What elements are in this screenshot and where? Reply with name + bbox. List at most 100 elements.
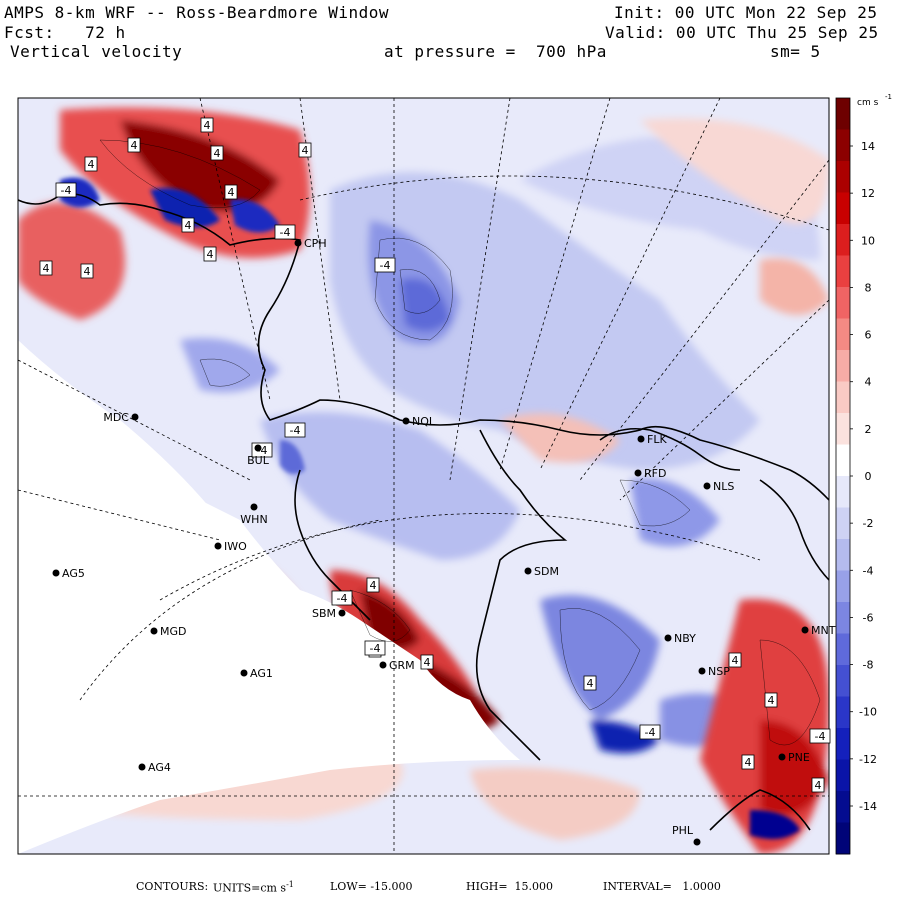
station-marker-icon <box>294 239 302 247</box>
contour-label: -4 <box>809 728 831 744</box>
station-ag1: AG1 <box>240 667 273 680</box>
station-label: AG5 <box>62 567 85 580</box>
station-label: FLK <box>647 433 667 446</box>
colorbar-tick-label: -12 <box>859 753 877 766</box>
contour-label: 4 <box>298 142 312 158</box>
contour-label-text: 4 <box>207 248 214 261</box>
colorbar-swatch <box>836 255 850 288</box>
colorbar-swatch <box>836 192 850 225</box>
colorbar-tick-label: 4 <box>865 376 872 389</box>
contour-label-text: 4 <box>732 654 739 667</box>
contour-label: 4 <box>764 692 778 708</box>
colorbar-units: cm s <box>857 98 879 108</box>
station-marker-icon <box>698 667 706 675</box>
contour-label: -4 <box>331 590 353 606</box>
station-nql: NQL <box>402 415 436 428</box>
station-cph: CPH <box>294 237 327 250</box>
station-grm: GRM <box>379 659 415 672</box>
station-label: PNE <box>788 751 810 764</box>
contour-label-text: -4 <box>61 184 72 197</box>
colorbar-swatch <box>836 633 850 666</box>
station-iwo: IWO <box>214 540 247 553</box>
station-marker-icon <box>254 444 262 452</box>
contour-label: -4 <box>55 182 77 198</box>
colorbar-swatch <box>836 539 850 571</box>
colorbar-swatch <box>836 602 850 634</box>
contour-label: -4 <box>374 257 396 273</box>
colorbar-tick-label: 2 <box>865 423 872 436</box>
station-marker-icon <box>637 435 645 443</box>
contour-label-text: -4 <box>370 642 381 655</box>
contour-label-text: 4 <box>43 262 50 275</box>
contour-label: 4 <box>224 184 238 200</box>
station-marker-icon <box>379 661 387 669</box>
contour-label-text: 4 <box>228 186 235 199</box>
footer-high: HIGH= 15.000 <box>466 880 554 893</box>
station-whn: WHN <box>240 503 268 526</box>
contour-label-text: -4 <box>280 226 291 239</box>
field-name: Vertical velocity <box>10 42 183 61</box>
station-ag5: AG5 <box>52 567 85 580</box>
contour-label: 4 <box>741 754 755 770</box>
colorbar-tick-label: -8 <box>863 659 874 672</box>
colorbar-units-exp: -1 <box>885 93 892 101</box>
colorbar-swatch <box>836 665 850 697</box>
station-label: PHL <box>672 824 694 837</box>
contour-label: -4 <box>274 224 296 240</box>
colorbar-swatch <box>836 759 850 792</box>
colorbar-swatch <box>836 476 850 508</box>
smoothing-value: sm= 5 <box>770 42 821 61</box>
station-label: CPH <box>304 237 327 250</box>
station-marker-icon <box>693 838 701 846</box>
station-label: NBY <box>674 632 696 645</box>
contour-label: -4 <box>284 422 306 438</box>
colorbar-tick-label: -4 <box>863 564 874 577</box>
station-pne: PNE <box>778 751 810 764</box>
contour-label-text: -4 <box>815 730 826 743</box>
footer-units: UNITS=cm s-1 <box>213 880 294 895</box>
colorbar-swatch <box>836 350 850 382</box>
footer-units-exp: -1 <box>286 880 294 889</box>
contour-label-text: 4 <box>204 119 211 132</box>
colorbar: cm s -1 14 12 10 8 6 4 2 0 -2 -4 -6 -8 -10 -12 -14 <box>835 93 892 855</box>
colorbar-tick-label: 8 <box>865 281 872 294</box>
contour-label: 4 <box>366 577 380 593</box>
colorbar-tick-label: 6 <box>865 329 872 342</box>
station-marker-icon <box>801 626 809 634</box>
contour-label-layer: 444444444444444444-4-4-4-4-4-4-4-4-4 <box>39 117 831 793</box>
contour-label-text: -4 <box>645 726 656 739</box>
station-marker-icon <box>338 609 346 617</box>
contour-label: 4 <box>84 156 98 172</box>
colorbar-swatch <box>836 444 850 477</box>
station-nsp: NSP <box>698 665 730 678</box>
coastline <box>18 192 829 831</box>
station-marker-icon <box>214 542 222 550</box>
contour-label-text: 4 <box>302 144 309 157</box>
colorbar-swatch <box>836 570 850 603</box>
colorbar-tick-label: 0 <box>865 470 872 483</box>
contour-label-text: -4 <box>257 444 268 457</box>
station-label: NLS <box>713 480 734 493</box>
station-label: SDM <box>534 565 559 578</box>
colorbar-swatch <box>836 161 850 193</box>
station-label: MGD <box>160 625 187 638</box>
contour-label: 4 <box>181 217 195 233</box>
station-marker-icon <box>402 417 410 425</box>
station-marker-icon <box>52 569 60 577</box>
station-label: WHN <box>240 513 267 526</box>
contour-label-text: 4 <box>424 656 431 669</box>
station-label: NSP <box>708 665 730 678</box>
station-sdm: SDM <box>524 565 559 578</box>
footer-low: LOW= -15.000 <box>330 880 413 893</box>
station-layer: CPH NQL MDC FLK RFD NLS WHN IWO AG5 SDM SBM MGD NBY A… <box>52 237 836 846</box>
contour-label-text: 4 <box>587 677 594 690</box>
plot-area <box>18 98 829 854</box>
contour-label-text: 4 <box>370 579 377 592</box>
station-label: SBM <box>312 607 336 620</box>
colorbar-swatch <box>836 129 850 162</box>
station-label: NQL <box>412 415 436 428</box>
station-marker-icon <box>778 753 786 761</box>
contour-label: 4 <box>203 246 217 262</box>
contour-label-text: 4 <box>745 756 752 769</box>
